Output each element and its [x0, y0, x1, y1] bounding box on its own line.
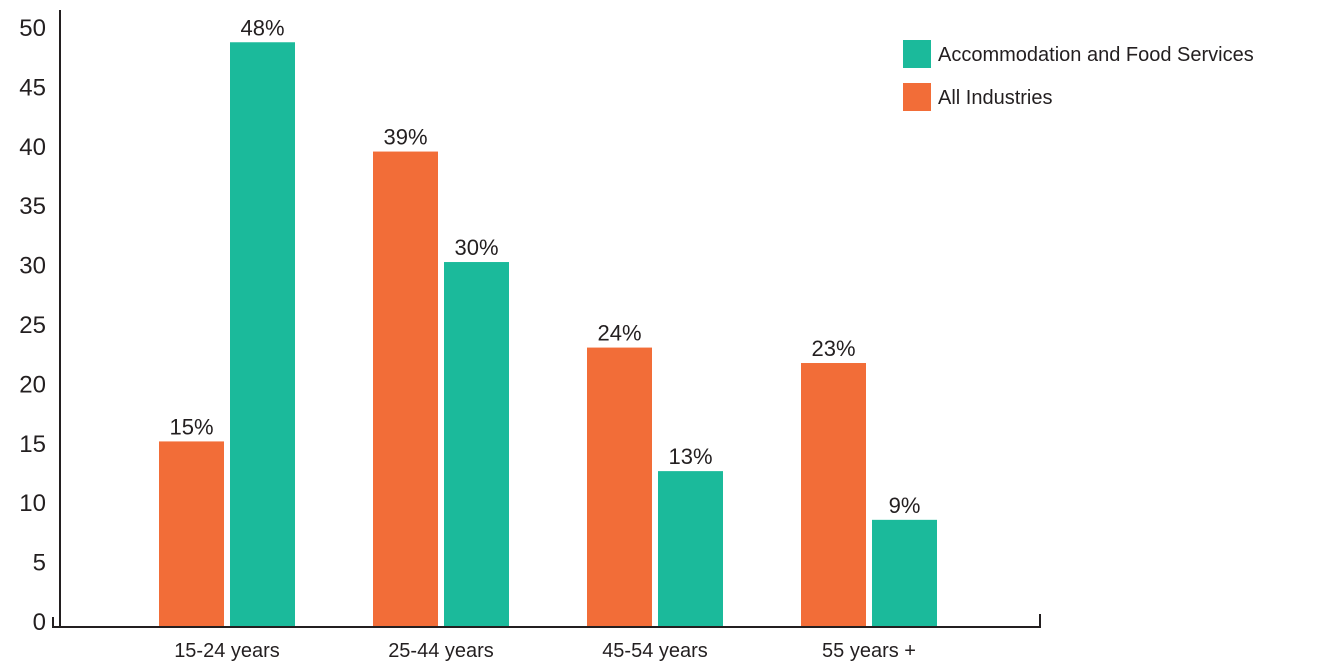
- y-tick-label: 40: [19, 134, 46, 161]
- legend-label-accommodation-and-food-services: Accommodation and Food Services: [938, 44, 1254, 66]
- data-label: 24%: [597, 321, 641, 346]
- y-tick-label: 10: [19, 490, 46, 517]
- legend-label-all-industries: All Industries: [938, 87, 1053, 109]
- y-tick-label: 15: [19, 431, 46, 458]
- y-tick-label: 35: [19, 193, 46, 220]
- x-tick-label: 55 years +: [822, 640, 916, 662]
- bar-all-industries-15-24-years: [159, 441, 224, 627]
- bar-all-industries-25-44-years: [373, 151, 438, 627]
- bar-all-industries-45-54-years: [587, 347, 652, 627]
- bar-accommodation-and-food-services-25-44-years: [444, 262, 509, 627]
- data-label: 48%: [240, 15, 284, 40]
- data-label: 23%: [811, 336, 855, 361]
- data-label: 9%: [889, 493, 921, 518]
- x-tick-label: 15-24 years: [174, 640, 280, 662]
- data-label: 39%: [383, 125, 427, 150]
- y-tick-label: 50: [19, 15, 46, 42]
- y-tick-label: 30: [19, 253, 46, 280]
- x-tick-label: 25-44 years: [388, 640, 494, 662]
- y-tick-label: 20: [19, 371, 46, 398]
- legend-swatch-all-industries: [903, 83, 931, 111]
- y-tick-label: 25: [19, 312, 46, 339]
- bar-all-industries-55-years: [801, 363, 866, 627]
- bar-accommodation-and-food-services-15-24-years: [230, 42, 295, 628]
- data-label: 15%: [169, 414, 213, 439]
- y-axis-ticks: 0 5 10 15 20 25 30 35 40 45 50: [19, 15, 46, 636]
- y-tick-label: 45: [19, 74, 46, 101]
- y-tick-label: 0: [33, 609, 46, 636]
- x-tick-label: 45-54 years: [602, 640, 708, 662]
- legend: Accommodation and Food Services All Indus…: [903, 40, 1254, 111]
- data-label: 13%: [668, 444, 712, 469]
- legend-swatch-accommodation-and-food-services: [903, 40, 931, 68]
- x-axis-line: [52, 614, 1041, 628]
- bars: [159, 42, 937, 628]
- x-axis-labels: 15-24 years 25-44 years 45-54 years 55 year…: [174, 640, 916, 662]
- data-label: 30%: [454, 235, 498, 260]
- bar-accommodation-and-food-services-45-54-years: [658, 471, 723, 627]
- data-labels: 15% 48% 39% 30% 24% 13% 23% 9%: [169, 15, 920, 518]
- bar-accommodation-and-food-services-55-years: [872, 519, 937, 627]
- y-tick-label: 5: [33, 550, 46, 577]
